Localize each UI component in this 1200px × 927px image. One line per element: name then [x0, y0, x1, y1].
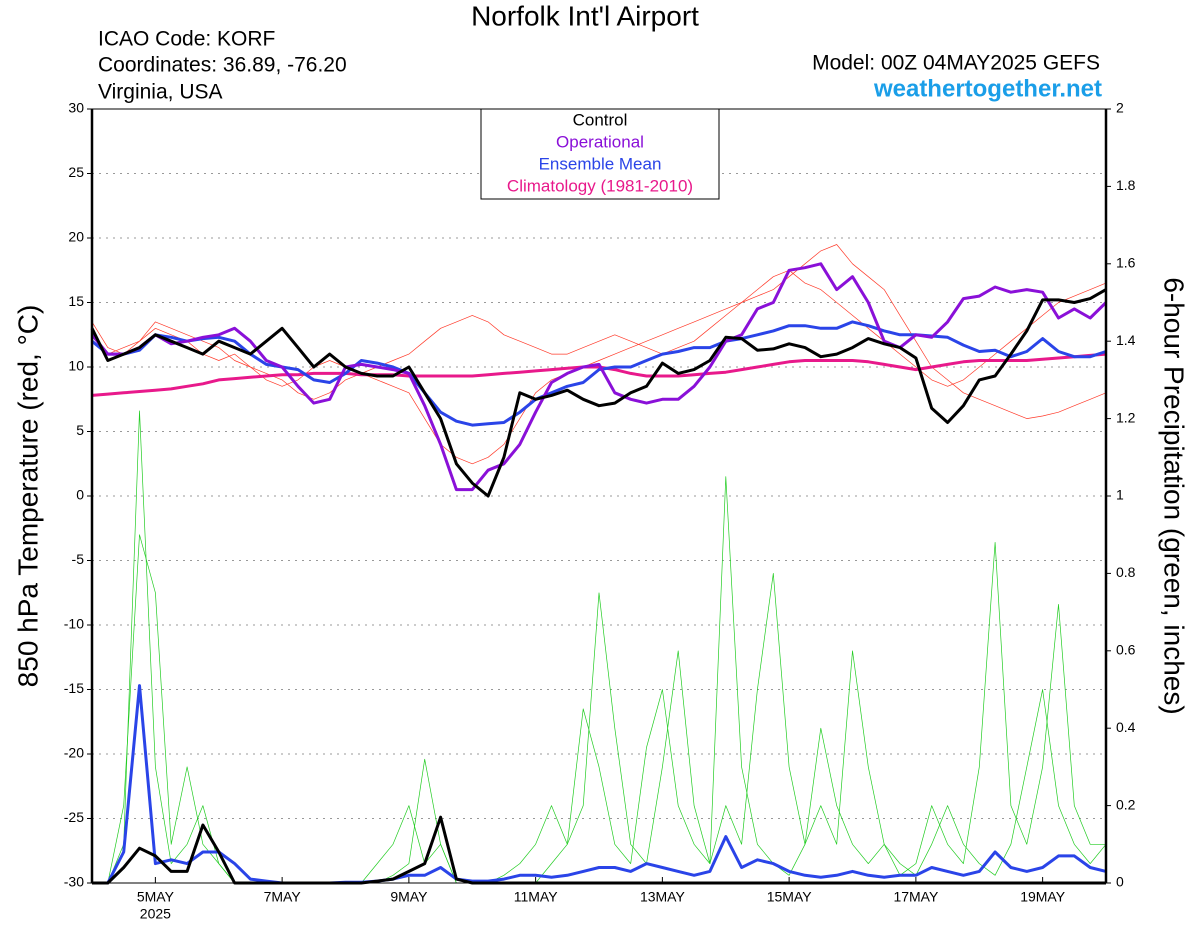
series-line: [91, 269, 1107, 400]
y2-tick-label: 0.6: [1116, 642, 1136, 658]
y-tick-label: -20: [64, 745, 84, 761]
y-tick-label: -25: [64, 809, 84, 825]
legend-label: Climatology (1981-2010): [507, 176, 693, 195]
series-line: [92, 534, 1107, 884]
y-tick-label: 5: [76, 422, 84, 438]
y-tick-label: 0: [76, 487, 84, 503]
y2-tick-label: 2: [1116, 100, 1124, 116]
x-tick-label: 15MAY: [767, 889, 813, 905]
y-tick-label: -30: [64, 874, 84, 890]
x-tick-label: 5MAY: [137, 889, 175, 905]
series-line: [90, 288, 1107, 498]
site-label: weathertogether.net: [873, 75, 1102, 102]
y2-tick-label: 1.6: [1116, 255, 1136, 271]
legend-label: Operational: [556, 132, 644, 151]
legend-label: Control: [573, 110, 628, 129]
y-axis-label: 850 hPa Temperature (red, °C): [12, 305, 43, 688]
y-tick-label: -15: [64, 680, 84, 696]
y2-tick-label: 1.8: [1116, 177, 1136, 193]
x-tick-label: 13MAY: [640, 889, 686, 905]
y2-tick-label: 1.2: [1116, 409, 1136, 425]
y2-tick-label: 0.2: [1116, 796, 1136, 812]
y-tick-label: -5: [72, 551, 85, 567]
y2-tick-label: 1.4: [1116, 332, 1136, 348]
y2-tick-label: 0.4: [1116, 719, 1136, 735]
series-line: [92, 410, 1106, 884]
info-line: Coordinates: 36.89, -76.20: [98, 54, 347, 77]
x-tick-label: 17MAY: [893, 889, 939, 905]
x-tick-label: 7MAY: [264, 889, 302, 905]
x-tick-label: 11MAY: [514, 889, 558, 905]
series-line: [90, 262, 1108, 492]
chart-title: Norfolk Int'l Airport: [471, 0, 699, 31]
series-line: [92, 684, 1107, 885]
y2-axis-label: 6-hour Precipitation (green, inches): [1159, 277, 1190, 714]
legend-label: Ensemble Mean: [539, 154, 662, 173]
y-tick-label: 25: [68, 164, 84, 180]
series-line: [91, 320, 1107, 427]
info-line: Virginia, USA: [98, 81, 223, 104]
y-tick-label: -10: [64, 616, 84, 632]
x-tick-label: 19MAY: [1020, 889, 1066, 905]
year-label: 2025: [140, 906, 171, 922]
legend-box: [480, 108, 720, 200]
y-tick-label: 15: [68, 293, 84, 309]
series-line: [91, 244, 1107, 465]
y2-tick-label: 1: [1116, 487, 1124, 503]
model-label: Model: 00Z 04MAY2025 GEFS: [812, 52, 1100, 75]
y2-tick-label: 0: [1116, 874, 1124, 890]
y-tick-label: 30: [68, 100, 84, 116]
info-line: ICAO Code: KORF: [98, 28, 275, 51]
y2-tick-label: 0.8: [1116, 564, 1136, 580]
y-tick-label: 20: [68, 229, 84, 245]
y-tick-label: 10: [68, 358, 84, 374]
x-tick-label: 9MAY: [390, 889, 428, 905]
